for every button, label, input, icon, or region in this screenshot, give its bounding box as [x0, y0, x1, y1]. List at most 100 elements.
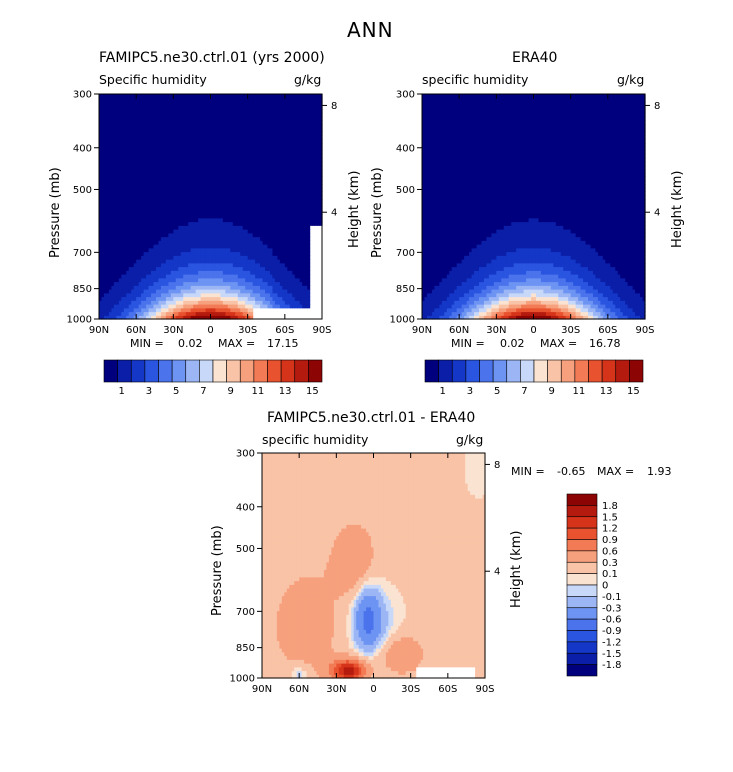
panel1-colorbar-swatch — [253, 359, 268, 383]
panel3-colorbar-swatch — [566, 652, 598, 665]
panel1-ytick-label: 400 — [73, 143, 92, 154]
panel1-xtick-label: 30N — [163, 325, 183, 336]
panel1-ytick-label: 500 — [73, 185, 92, 196]
panel3-ytick-label: 1000 — [230, 674, 255, 685]
panel1-xtick-label: 30S — [238, 325, 257, 336]
panel1-colorbar-swatch — [239, 359, 255, 383]
panel3-min-label: MIN = — [511, 465, 545, 478]
panel1-colorbar-swatch — [226, 359, 241, 383]
panel1-min-label: MIN = — [130, 337, 164, 350]
panel2-xtick-label: 60N — [449, 325, 469, 336]
panel1-colorbar-label: 1 — [118, 386, 124, 397]
panel1-field — [99, 94, 323, 320]
panel3-colorbar-swatch — [566, 516, 598, 529]
panel3-max-value: 1.93 — [647, 465, 672, 478]
panel3-colorbar-swatch — [566, 618, 598, 631]
panel2-ytick-label: 850 — [396, 284, 415, 295]
panel3-colorbar-label: 1.5 — [602, 512, 618, 523]
panel2-min-label: MIN = — [451, 337, 485, 350]
panel1-colorbar-swatch — [171, 359, 187, 383]
panel2-colorbar-swatch — [629, 359, 644, 383]
panel1-ytick-right-label: 8 — [331, 101, 337, 112]
panel1-colorbar-label: 3 — [146, 386, 152, 397]
panel2-xtick-label: 30S — [561, 325, 580, 336]
panel2-colorbar-swatch — [451, 359, 467, 383]
panel3-colorbar-label: 0.9 — [602, 535, 618, 546]
panel1-colorbar-swatch — [267, 359, 282, 383]
panel1-colorbar-swatch — [103, 359, 118, 383]
panel2-colorbar-swatch — [560, 359, 576, 383]
panel1-colorbar-swatch — [117, 359, 132, 383]
panel3-colorbar-swatch — [566, 493, 598, 506]
panel3-colorbar-label: 1.8 — [602, 501, 618, 512]
panel3-colorbar-swatch — [566, 664, 598, 677]
panel3-colorbar-swatch — [566, 584, 598, 597]
panel3-xtick-label: 60S — [438, 684, 457, 695]
panel3-ytick-label: 400 — [236, 502, 255, 513]
panel3-xtick-label: 60N — [289, 684, 309, 695]
panel2-field — [422, 94, 646, 320]
panel1-xtick-label: 90S — [312, 325, 331, 336]
panel2-max-label: MAX = — [540, 337, 577, 350]
panel3-ytick-right-label: 8 — [494, 460, 500, 471]
panel2-ytick-label: 700 — [396, 248, 415, 259]
panel3-colorbar-swatch — [566, 550, 598, 563]
panel3-ytick-label: 700 — [236, 607, 255, 618]
panel2-ytick-right-label: 4 — [654, 208, 660, 219]
panel3-colorbar-label: 0.3 — [602, 558, 618, 569]
panel3-xtick-label: 30S — [401, 684, 420, 695]
panel2-colorbar-label: 13 — [600, 386, 613, 397]
panel2-colorbar-swatch — [465, 359, 480, 383]
panel3-colorbar-swatch — [566, 527, 598, 540]
panel2-colorbar-label: 9 — [548, 386, 554, 397]
panel3-units: g/kg — [456, 432, 483, 447]
panel2-xtick-label: 30N — [486, 325, 506, 336]
panel3-colorbar-swatch — [566, 596, 598, 609]
panel1-colorbar-swatch — [280, 359, 296, 383]
panel1-xtick-label: 0 — [207, 325, 213, 336]
panel2-colorbar-swatch — [588, 359, 603, 383]
panel3-ytick-label: 300 — [236, 449, 255, 460]
panel2-colorbar-swatch — [506, 359, 521, 383]
panel1-subtitle: Specific humidity — [99, 72, 207, 87]
panel1-colorbar-label: 13 — [279, 386, 292, 397]
panel2-colorbar-label: 5 — [494, 386, 500, 397]
panel3-ytick-right-label: 4 — [494, 567, 500, 578]
panel2-colorbar-swatch — [615, 359, 630, 383]
panel3-colorbar-label: -1.8 — [602, 660, 622, 671]
panel1-colorbar-label: 7 — [200, 386, 206, 397]
panel3-colorbar-swatch — [566, 573, 598, 586]
panel2-colorbar-label: 1 — [439, 386, 445, 397]
panel3-ytick-label: 500 — [236, 544, 255, 555]
panel3-colorbar-swatch — [566, 607, 598, 620]
panel1-colorbar-label: 11 — [252, 386, 265, 397]
panel3-colorbar-label: -0.9 — [602, 626, 622, 637]
panel3-colorbar-label: -0.1 — [602, 592, 622, 603]
panel3-colorbar-label: 0.1 — [602, 569, 618, 580]
panel1-max-value: 17.15 — [267, 337, 299, 350]
panel1-ytick-label: 700 — [73, 248, 92, 259]
panel2-colorbar-swatch — [533, 359, 548, 383]
panel1-ytick-right-label: 4 — [331, 208, 337, 219]
panel2-colorbar-label: 11 — [573, 386, 586, 397]
panel3-colorbar-label: 0.6 — [602, 546, 618, 557]
panel3-colorbar-label: -1.2 — [602, 637, 622, 648]
panel2-title: ERA40 — [512, 50, 557, 66]
panel3-max-label: MAX = — [597, 465, 634, 478]
panel2-xtick-label: 90S — [635, 325, 654, 336]
panel1-colorbar-swatch — [185, 359, 200, 383]
panel1-units: g/kg — [294, 72, 321, 87]
panel1-colorbar-swatch — [199, 359, 214, 383]
panel3-colorbar-label: -0.6 — [602, 615, 622, 626]
panel2-colorbar-swatch — [601, 359, 617, 383]
panel1-colorbar-swatch — [144, 359, 159, 383]
panel3-xtick-label: 90N — [252, 684, 272, 695]
panel2-colorbar-swatch — [424, 359, 439, 383]
panel2-colorbar-label: 15 — [627, 386, 640, 397]
panel2-xtick-label: 90N — [412, 325, 432, 336]
panel1-colorbar-swatch — [158, 359, 173, 383]
panel3-colorbar-swatch — [566, 641, 598, 654]
panel2-colorbar-label: 7 — [521, 386, 527, 397]
panel3-field — [262, 453, 486, 679]
